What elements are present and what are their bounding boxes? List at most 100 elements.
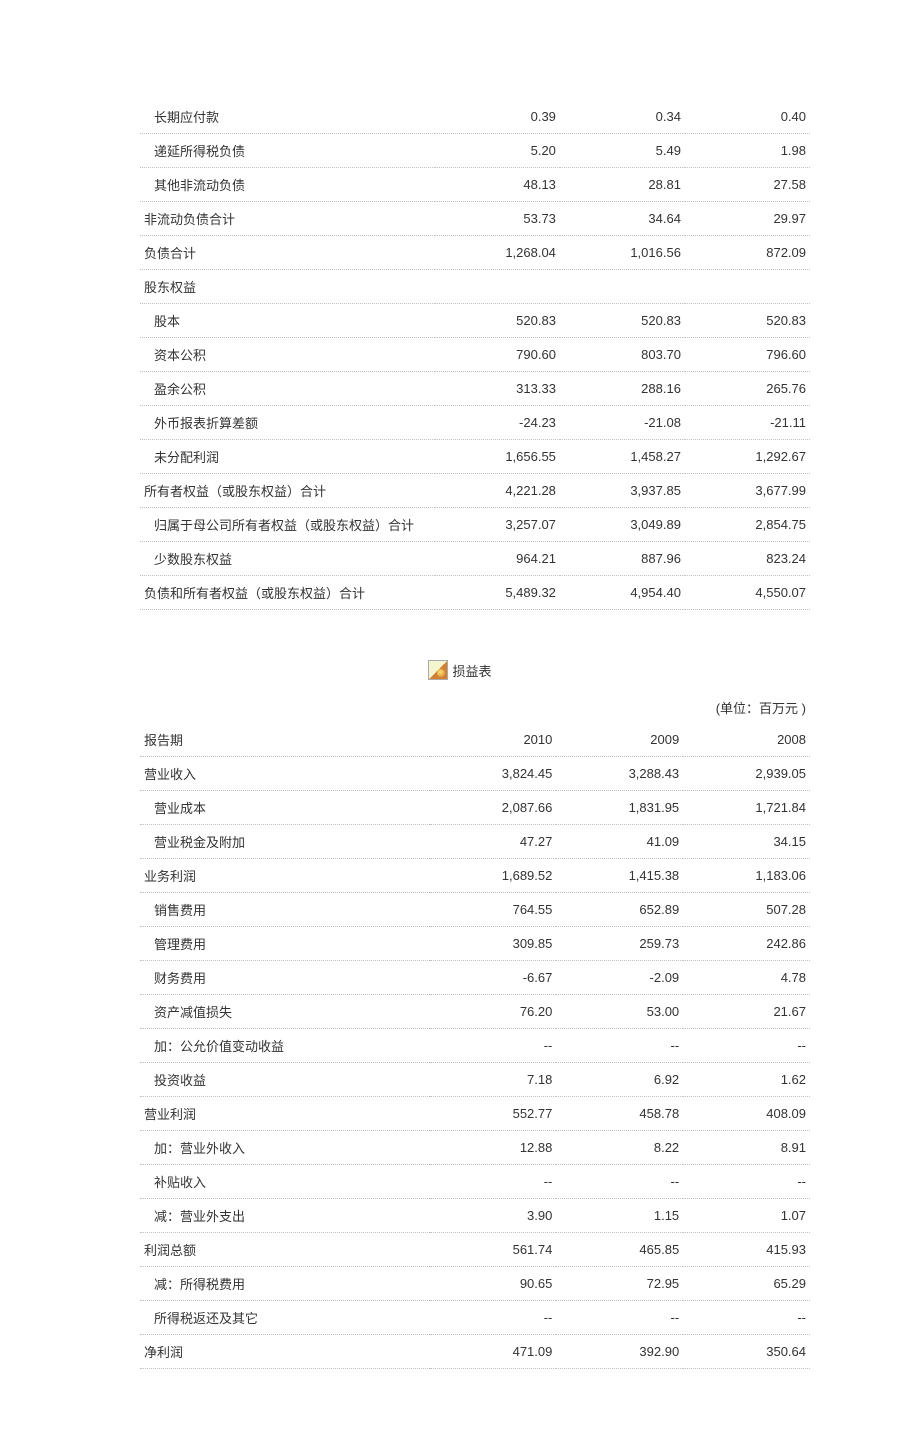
cell-value: -21.11 [685, 406, 810, 440]
cell-value: 1,721.84 [683, 791, 810, 825]
table-row: 资产减值损失76.2053.0021.67 [140, 995, 810, 1029]
cell-value: 72.95 [556, 1267, 683, 1301]
cell-value: 1.15 [556, 1199, 683, 1233]
cell-value: 471.09 [430, 1335, 557, 1369]
table-row: 所有者权益（或股东权益）合计4,221.283,937.853,677.99 [140, 474, 810, 508]
cell-value: 4,954.40 [560, 576, 685, 610]
cell-value: -24.23 [435, 406, 560, 440]
row-label: 财务费用 [140, 961, 430, 995]
cell-value: 3,049.89 [560, 508, 685, 542]
cell-value: 29.97 [685, 202, 810, 236]
row-label: 管理费用 [140, 927, 430, 961]
row-label: 资产减值损失 [140, 995, 430, 1029]
header-label: 报告期 [140, 723, 430, 757]
row-label: 利润总额 [140, 1233, 430, 1267]
row-label: 投资收益 [140, 1063, 430, 1097]
income-title-text: 损益表 [452, 661, 491, 680]
row-label: 盈余公积 [140, 372, 435, 406]
cell-value: 887.96 [560, 542, 685, 576]
row-label: 负债和所有者权益（或股东权益）合计 [140, 576, 435, 610]
cell-value: 392.90 [556, 1335, 683, 1369]
cell-value: 3,824.45 [430, 757, 557, 791]
cell-value: 7.18 [430, 1063, 557, 1097]
cell-value: 2,939.05 [683, 757, 810, 791]
table-row: 股东权益 [140, 270, 810, 304]
table-row: 其他非流动负债48.1328.8127.58 [140, 168, 810, 202]
cell-value: 41.09 [556, 825, 683, 859]
cell-value: 76.20 [430, 995, 557, 1029]
table-row: 投资收益7.186.921.62 [140, 1063, 810, 1097]
row-label: 资本公积 [140, 338, 435, 372]
cell-value: 552.77 [430, 1097, 557, 1131]
cell-value: 2,854.75 [685, 508, 810, 542]
table-row: 营业税金及附加47.2741.0934.15 [140, 825, 810, 859]
cell-value: 1,458.27 [560, 440, 685, 474]
row-label: 负债合计 [140, 236, 435, 270]
cell-value: 1,831.95 [556, 791, 683, 825]
cell-value: 0.40 [685, 100, 810, 134]
cell-value: 53.73 [435, 202, 560, 236]
table-row: 营业利润552.77458.78408.09 [140, 1097, 810, 1131]
row-label: 所得税返还及其它 [140, 1301, 430, 1335]
cell-value: 764.55 [430, 893, 557, 927]
table-row: 利润总额561.74465.85415.93 [140, 1233, 810, 1267]
header-year: 2010 [430, 723, 557, 757]
cell-value: 964.21 [435, 542, 560, 576]
cell-value [435, 270, 560, 304]
row-label: 业务利润 [140, 859, 430, 893]
table-row: 财务费用-6.67-2.094.78 [140, 961, 810, 995]
cell-value: 4,221.28 [435, 474, 560, 508]
cell-value: -- [683, 1029, 810, 1063]
cell-value: -- [683, 1301, 810, 1335]
table-row: 负债和所有者权益（或股东权益）合计5,489.324,954.404,550.0… [140, 576, 810, 610]
cell-value: 0.39 [435, 100, 560, 134]
document-icon [428, 660, 448, 680]
table-row: 减：营业外支出3.901.151.07 [140, 1199, 810, 1233]
cell-value: 5,489.32 [435, 576, 560, 610]
row-label: 营业税金及附加 [140, 825, 430, 859]
cell-value: 0.34 [560, 100, 685, 134]
row-label: 少数股东权益 [140, 542, 435, 576]
cell-value: 27.58 [685, 168, 810, 202]
row-label: 营业利润 [140, 1097, 430, 1131]
income-section-title: 损益表 [0, 660, 920, 680]
row-label: 归属于母公司所有者权益（或股东权益）合计 [140, 508, 435, 542]
cell-value: 823.24 [685, 542, 810, 576]
cell-value: 259.73 [556, 927, 683, 961]
cell-value: 408.09 [683, 1097, 810, 1131]
cell-value: 520.83 [685, 304, 810, 338]
table-row: 加：公允价值变动收益------ [140, 1029, 810, 1063]
row-label: 营业收入 [140, 757, 430, 791]
table-row: 所得税返还及其它------ [140, 1301, 810, 1335]
cell-value: 507.28 [683, 893, 810, 927]
cell-value: 1,183.06 [683, 859, 810, 893]
cell-value: 1,689.52 [430, 859, 557, 893]
cell-value: 1,016.56 [560, 236, 685, 270]
cell-value: 313.33 [435, 372, 560, 406]
row-label: 所有者权益（或股东权益）合计 [140, 474, 435, 508]
cell-value: 796.60 [685, 338, 810, 372]
cell-value: -- [430, 1029, 557, 1063]
row-label: 减：所得税费用 [140, 1267, 430, 1301]
cell-value: 8.91 [683, 1131, 810, 1165]
cell-value: 520.83 [560, 304, 685, 338]
cell-value: 48.13 [435, 168, 560, 202]
row-label: 股东权益 [140, 270, 435, 304]
cell-value: 652.89 [556, 893, 683, 927]
cell-value [560, 270, 685, 304]
cell-value: 309.85 [430, 927, 557, 961]
cell-value: 6.92 [556, 1063, 683, 1097]
income-table: 报告期201020092008营业收入3,824.453,288.432,939… [140, 723, 810, 1369]
income-table-container: 报告期201020092008营业收入3,824.453,288.432,939… [140, 723, 810, 1369]
row-label: 加：营业外收入 [140, 1131, 430, 1165]
table-row: 销售费用764.55652.89507.28 [140, 893, 810, 927]
cell-value: 2,087.66 [430, 791, 557, 825]
cell-value: 8.22 [556, 1131, 683, 1165]
cell-value: 790.60 [435, 338, 560, 372]
header-year: 2008 [683, 723, 810, 757]
cell-value: 34.15 [683, 825, 810, 859]
cell-value: 350.64 [683, 1335, 810, 1369]
table-row: 长期应付款0.390.340.40 [140, 100, 810, 134]
balance-table: 长期应付款0.390.340.40递延所得税负债5.205.491.98其他非流… [140, 100, 810, 610]
cell-value [685, 270, 810, 304]
